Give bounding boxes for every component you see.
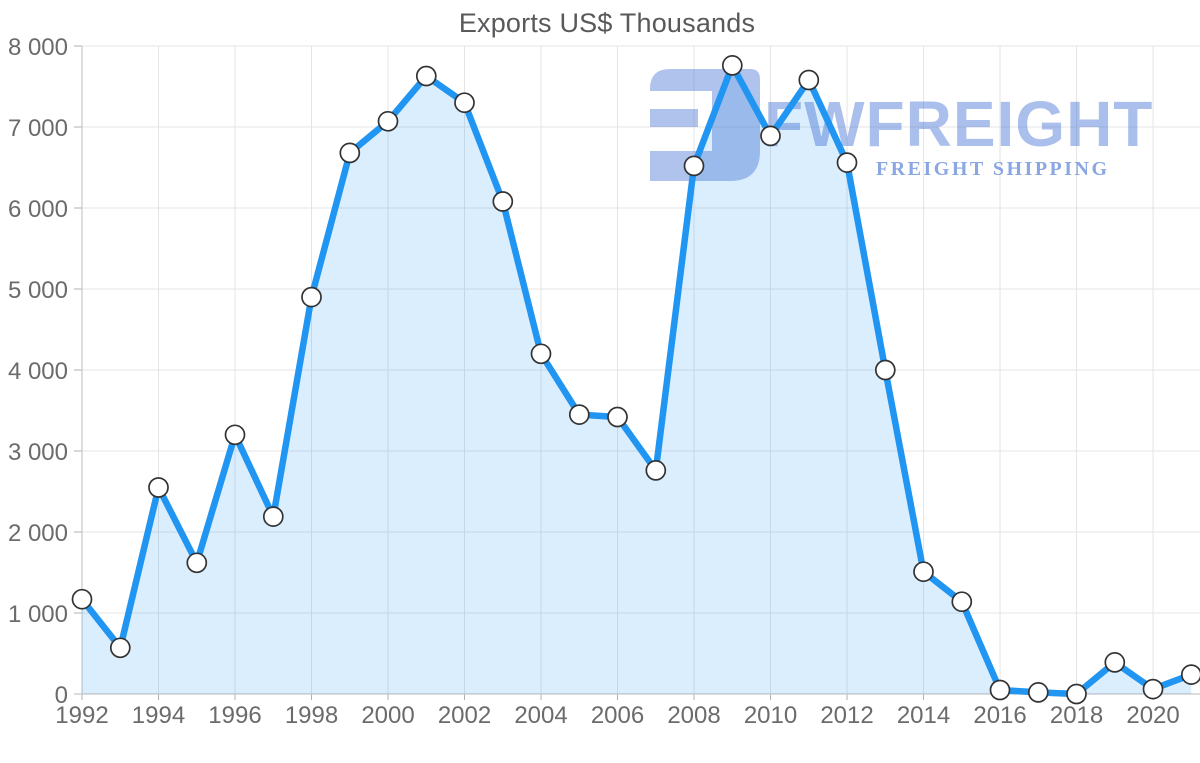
svg-text:6 000: 6 000 <box>8 196 68 223</box>
svg-text:3 000: 3 000 <box>8 439 68 466</box>
svg-text:2008: 2008 <box>667 702 720 729</box>
svg-text:2010: 2010 <box>744 702 797 729</box>
svg-text:2004: 2004 <box>514 702 567 729</box>
svg-text:2016: 2016 <box>973 702 1026 729</box>
svg-text:7 000: 7 000 <box>8 115 68 142</box>
svg-text:2018: 2018 <box>1050 702 1103 729</box>
svg-text:1992: 1992 <box>55 702 108 729</box>
svg-text:2006: 2006 <box>591 702 644 729</box>
svg-text:4 000: 4 000 <box>8 358 68 385</box>
svg-text:2002: 2002 <box>438 702 491 729</box>
svg-text:2000: 2000 <box>361 702 414 729</box>
svg-text:2014: 2014 <box>897 702 950 729</box>
chart-title: Exports US$ Thousands <box>458 8 756 38</box>
svg-text:1994: 1994 <box>132 702 185 729</box>
svg-text:0: 0 <box>55 682 68 709</box>
svg-text:2020: 2020 <box>1126 702 1179 729</box>
svg-text:5 000: 5 000 <box>8 277 68 304</box>
svg-text:2012: 2012 <box>820 702 873 729</box>
svg-text:8 000: 8 000 <box>8 34 68 61</box>
svg-text:1996: 1996 <box>208 702 261 729</box>
svg-text:1 000: 1 000 <box>8 601 68 628</box>
svg-text:2 000: 2 000 <box>8 520 68 547</box>
svg-text:1998: 1998 <box>285 702 338 729</box>
